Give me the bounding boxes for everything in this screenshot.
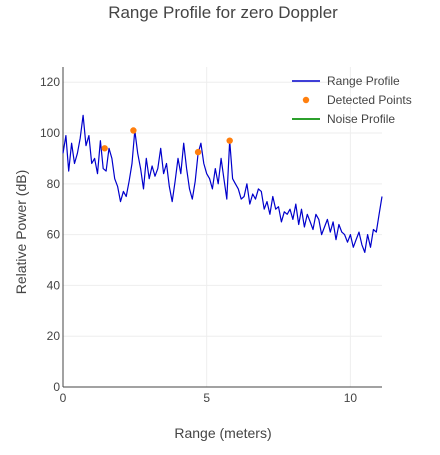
axes: [62, 67, 382, 388]
y-tick-label: 60: [47, 228, 61, 242]
legend-item-label[interactable]: Detected Points: [327, 93, 412, 107]
y-tick-label: 20: [47, 329, 61, 343]
plot-area: [62, 114, 383, 253]
tick-labels: 0 20 40 60 80 100 120 0 5 10: [40, 75, 357, 405]
chart-title: Range Profile for zero Doppler: [108, 3, 338, 22]
y-tick-label: 100: [40, 126, 60, 140]
x-tick-label: 5: [203, 391, 210, 405]
detected-point-marker[interactable]: [130, 127, 137, 134]
legend[interactable]: Range Profile Detected Points Noise Profil…: [292, 74, 412, 126]
y-tick-label: 0: [53, 380, 60, 394]
y-tick-label: 40: [47, 278, 61, 292]
detected-point-marker[interactable]: [194, 148, 202, 156]
y-tick-label: 120: [40, 75, 60, 89]
detected-point-marker[interactable]: [101, 145, 108, 152]
legend-item-label[interactable]: Range Profile: [327, 74, 400, 88]
legend-marker-swatch: [302, 96, 310, 104]
legend-item-label[interactable]: Noise Profile: [327, 112, 395, 126]
detected-point-marker[interactable]: [226, 137, 233, 144]
x-tick-label: 0: [60, 391, 67, 405]
y-tick-label: 80: [47, 177, 61, 191]
x-tick-label: 10: [344, 391, 358, 405]
y-axis-title: Relative Power (dB): [13, 170, 29, 295]
range-profile-line: [62, 114, 383, 253]
x-axis-title: Range (meters): [174, 425, 271, 441]
